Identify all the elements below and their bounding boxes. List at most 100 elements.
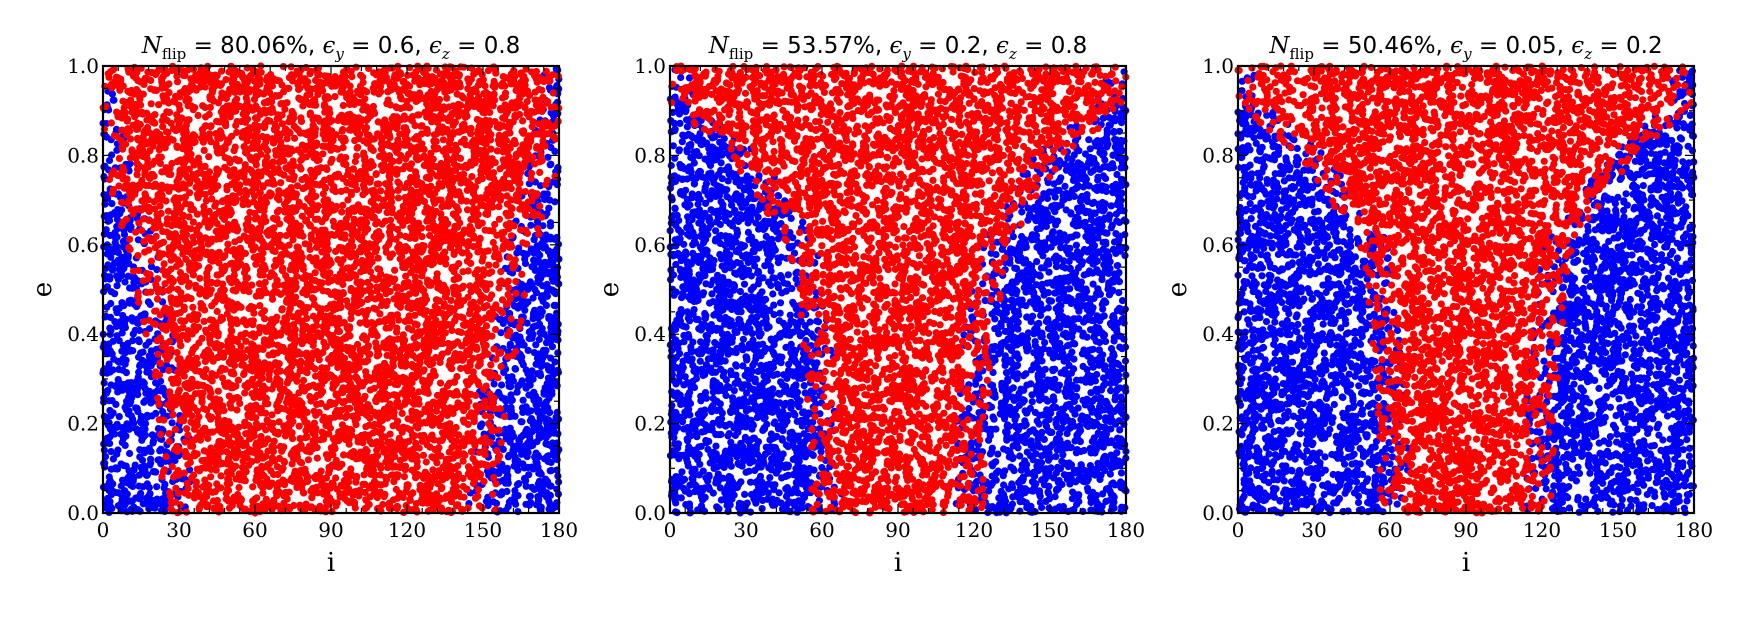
point-flipped <box>225 504 234 512</box>
point-flipped <box>165 366 173 375</box>
point-flipped <box>285 84 293 92</box>
point-flipped <box>507 232 515 240</box>
point-not-flipped <box>531 392 540 400</box>
point-not-flipped <box>112 400 120 408</box>
point-not-flipped <box>513 481 522 489</box>
point-flipped <box>394 194 403 202</box>
point-not-flipped <box>107 288 115 296</box>
point-not-flipped <box>115 260 123 269</box>
point-not-flipped <box>136 453 144 461</box>
point-not-flipped <box>530 249 538 257</box>
point-not-flipped <box>124 252 132 260</box>
point-flipped <box>252 260 260 268</box>
point-not-flipped <box>510 497 519 505</box>
point-not-flipped <box>133 319 141 327</box>
point-not-flipped <box>526 492 535 500</box>
point-not-flipped <box>106 324 114 332</box>
point-flipped <box>474 222 483 230</box>
point-flipped <box>189 303 197 311</box>
point-flipped <box>453 90 461 98</box>
point-not-flipped <box>118 438 126 446</box>
point-not-flipped <box>522 500 530 508</box>
point-flipped <box>357 71 365 79</box>
point-not-flipped <box>113 332 121 340</box>
point-flipped <box>465 310 474 318</box>
point-flipped <box>517 317 525 325</box>
point-not-flipped <box>499 445 507 453</box>
point-not-flipped <box>109 96 117 104</box>
point-not-flipped <box>118 253 126 261</box>
point-not-flipped <box>130 273 138 281</box>
point-flipped <box>478 504 486 512</box>
point-flipped <box>184 431 192 439</box>
point-not-flipped <box>113 233 121 241</box>
point-not-flipped <box>151 504 159 512</box>
point-flipped <box>115 154 123 162</box>
point-not-flipped <box>549 276 557 284</box>
point-flipped <box>347 286 355 294</box>
point-not-flipped <box>511 457 519 465</box>
point-flipped <box>409 489 417 497</box>
point-flipped <box>332 474 340 482</box>
point-flipped <box>261 278 269 286</box>
point-not-flipped <box>525 471 533 479</box>
point-not-flipped <box>546 390 555 398</box>
point-not-flipped <box>126 449 134 458</box>
point-not-flipped <box>161 480 169 488</box>
point-not-flipped <box>539 401 547 409</box>
point-flipped <box>142 330 150 338</box>
point-not-flipped <box>153 380 162 388</box>
point-flipped <box>147 100 155 108</box>
point-flipped <box>137 78 145 86</box>
point-flipped <box>475 381 483 389</box>
point-flipped <box>384 193 392 201</box>
point-flipped <box>476 473 484 481</box>
point-flipped <box>242 178 250 186</box>
point-flipped <box>438 203 446 211</box>
point-not-flipped <box>537 354 545 362</box>
scatter-points <box>99 62 563 517</box>
point-not-flipped <box>518 338 526 346</box>
point-flipped <box>351 137 359 145</box>
point-not-flipped <box>515 436 523 444</box>
point-not-flipped <box>147 455 155 463</box>
point-not-flipped <box>551 358 559 366</box>
point-not-flipped <box>527 221 535 229</box>
point-not-flipped <box>511 365 520 373</box>
point-flipped <box>346 274 354 282</box>
point-flipped <box>481 397 489 405</box>
point-flipped <box>377 145 385 153</box>
point-not-flipped <box>528 334 536 342</box>
point-not-flipped <box>538 308 546 316</box>
point-flipped <box>119 163 127 171</box>
point-flipped <box>154 275 162 283</box>
point-not-flipped <box>535 426 544 434</box>
point-not-flipped <box>530 309 538 317</box>
point-flipped <box>323 304 331 312</box>
point-flipped <box>135 219 143 227</box>
point-not-flipped <box>498 381 506 389</box>
point-not-flipped <box>147 263 156 271</box>
point-flipped <box>418 180 426 188</box>
point-flipped <box>490 77 498 85</box>
point-flipped <box>329 480 337 488</box>
point-not-flipped <box>112 383 120 391</box>
point-flipped <box>498 94 507 102</box>
point-flipped <box>495 203 503 211</box>
point-not-flipped <box>140 433 148 441</box>
point-flipped <box>474 486 482 494</box>
point-not-flipped <box>113 146 121 154</box>
point-flipped <box>355 247 363 255</box>
point-not-flipped <box>522 482 530 490</box>
point-not-flipped <box>108 504 116 512</box>
point-not-flipped <box>110 355 118 363</box>
point-flipped <box>427 182 435 190</box>
point-flipped <box>179 324 187 332</box>
point-not-flipped <box>513 388 521 396</box>
point-not-flipped <box>520 464 529 472</box>
point-not-flipped <box>135 353 143 361</box>
point-flipped <box>250 133 258 141</box>
point-flipped <box>313 454 321 462</box>
point-flipped <box>338 208 346 216</box>
point-not-flipped <box>140 360 149 368</box>
